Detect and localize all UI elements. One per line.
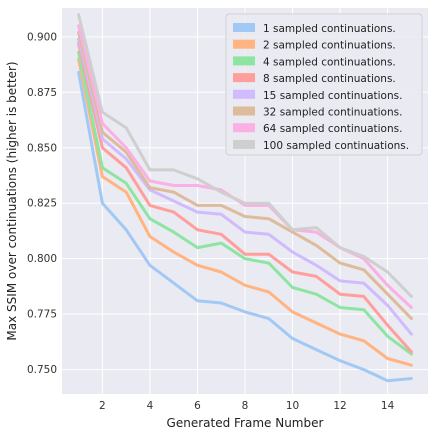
x-tick-label: 12 xyxy=(333,400,346,412)
y-tick-label: 0.775 xyxy=(27,309,57,321)
series-line xyxy=(77,57,413,367)
y-tick-label: 0.825 xyxy=(27,198,57,210)
legend-label: 4 sampled continuations. xyxy=(263,56,396,68)
y-tick-label: 0.850 xyxy=(27,142,57,154)
x-tick-label: 8 xyxy=(242,400,249,412)
x-tick-label: 2 xyxy=(99,400,106,412)
x-tick-label: 10 xyxy=(286,400,299,412)
legend-label: 32 sampled continuations. xyxy=(263,107,402,119)
series-line xyxy=(77,30,413,321)
x-tick-label: 4 xyxy=(147,400,154,412)
legend-swatch xyxy=(233,23,255,32)
legend-label: 100 sampled continuations. xyxy=(263,140,409,152)
legend-label: 15 sampled continuations. xyxy=(263,90,402,102)
legend-label: 8 sampled continuations. xyxy=(263,73,396,85)
series-line xyxy=(77,42,413,354)
x-tick-label: 14 xyxy=(381,400,395,412)
legend-swatch xyxy=(233,39,255,49)
legend-swatch xyxy=(233,56,255,66)
series-line xyxy=(77,70,413,383)
legend-swatch xyxy=(233,123,255,133)
y-tick-label: 0.875 xyxy=(27,87,57,99)
legend-swatch xyxy=(233,89,255,99)
legend-label: 1 sampled continuations. xyxy=(263,23,396,35)
y-tick-labels: 0.750 0.775 0.800 0.825 0.850 0.875 0.900 xyxy=(27,31,57,376)
y-tick-label: 0.750 xyxy=(27,364,57,376)
series-lines xyxy=(77,13,413,383)
y-tick-label: 0.900 xyxy=(27,31,57,43)
x-axis-label: Generated Frame Number xyxy=(167,416,324,430)
legend-label: 2 sampled continuations. xyxy=(263,40,396,52)
y-axis-label: Max SSIM over continuations (higher is b… xyxy=(5,61,19,340)
x-tick-label: 6 xyxy=(194,400,201,412)
legend-box xyxy=(225,13,423,156)
x-tick-labels: 2 4 6 8 10 12 14 xyxy=(99,400,395,412)
y-tick-label: 0.800 xyxy=(27,253,57,265)
series-line xyxy=(77,37,413,336)
legend-swatch xyxy=(233,73,255,83)
legend: 1 sampled continuations. 2 sampled contin… xyxy=(225,13,423,156)
legend-label: 64 sampled continuations. xyxy=(263,123,402,135)
series-line xyxy=(77,13,413,298)
legend-swatch xyxy=(233,139,255,149)
series-line xyxy=(77,50,413,356)
legend-swatch xyxy=(233,106,255,116)
